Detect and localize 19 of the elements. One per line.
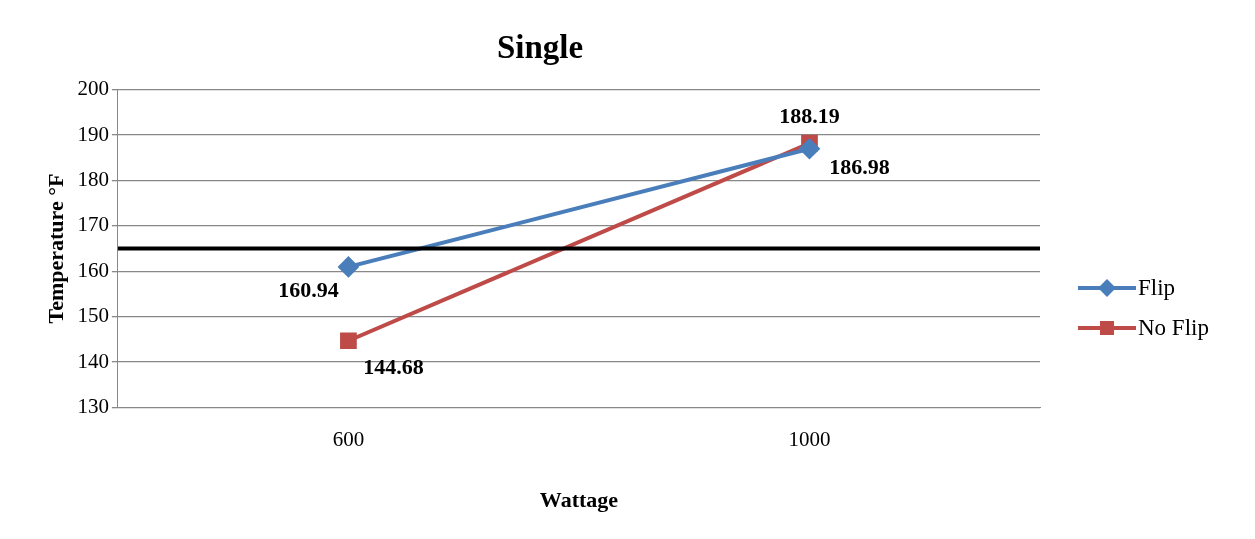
data-label: 188.19	[779, 102, 840, 128]
x-tick-label: 1000	[788, 426, 831, 451]
x-axis-title: Wattage	[539, 487, 619, 513]
legend-label: No Flip	[1138, 315, 1209, 341]
y-tick-label: 170	[77, 212, 109, 237]
y-tick-label: 130	[77, 393, 109, 418]
y-tick-label: 150	[77, 303, 109, 328]
y-tick-label: 200	[77, 76, 109, 101]
data-label: 160.94	[278, 276, 339, 302]
data-label: 144.68	[363, 354, 424, 380]
y-axis-title: Temperature °F	[42, 173, 68, 324]
legend-label: Flip	[1138, 275, 1176, 301]
y-tick-label: 140	[77, 348, 109, 373]
chart-title: Single	[496, 29, 584, 66]
y-tick-label: 190	[77, 121, 109, 146]
data-label: 186.98	[829, 154, 890, 180]
y-tick-label: 180	[77, 166, 109, 191]
y-tick-label: 160	[77, 257, 109, 282]
x-tick-label: 600	[332, 426, 365, 451]
